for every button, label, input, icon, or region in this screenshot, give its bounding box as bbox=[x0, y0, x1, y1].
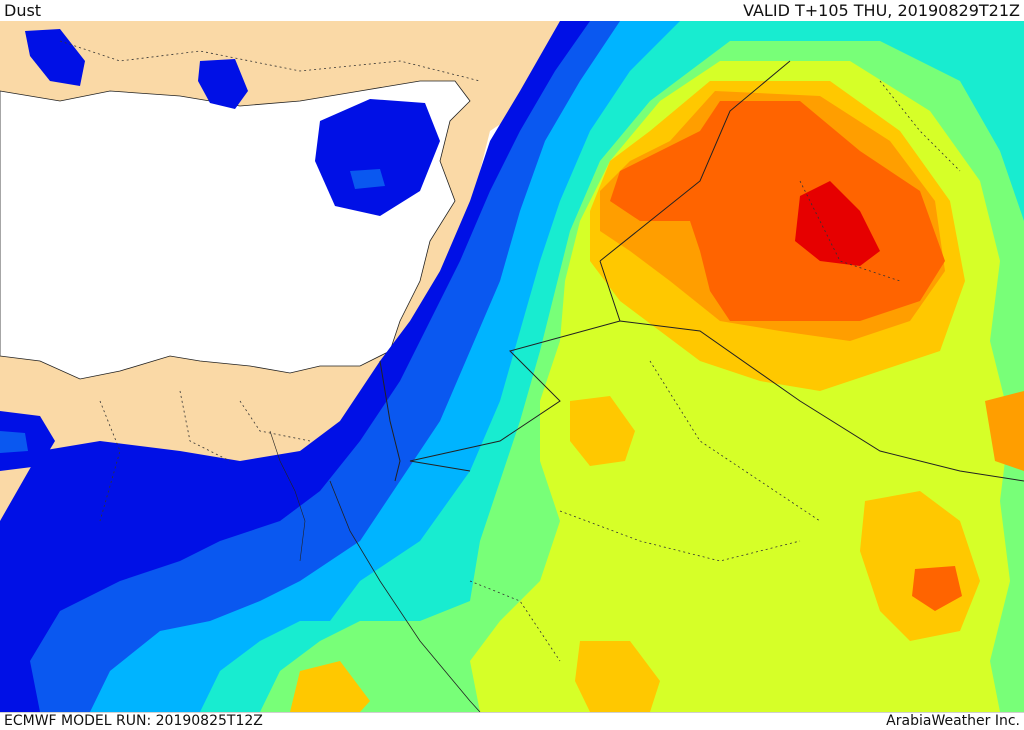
province-borders bbox=[59, 40, 961, 662]
valid-time-label: VALID T+105 THU, 20190829T21Z bbox=[743, 1, 1020, 20]
map-canvas bbox=[0, 21, 1024, 712]
dust-blob-turkey bbox=[198, 59, 248, 109]
dust-patch-jordan bbox=[570, 396, 635, 466]
model-run-label: ECMWF MODEL RUN: 20190825T12Z bbox=[4, 713, 263, 729]
product-title: Dust bbox=[4, 1, 42, 20]
dust-patch-saudi-orange bbox=[912, 566, 962, 611]
dust-blob-cyprus-inner bbox=[350, 169, 385, 189]
title-bar: Dust VALID T+105 THU, 20190829T21Z bbox=[0, 0, 1024, 22]
dust-level-9 bbox=[610, 101, 945, 321]
dust-core-iraq bbox=[795, 181, 880, 266]
dust-forecast-map bbox=[0, 21, 1024, 712]
dust-patch-redsea-yellow bbox=[575, 641, 660, 712]
dust-patch-saudi-yellow bbox=[860, 491, 980, 641]
dust-blob-aegean bbox=[25, 29, 85, 86]
country-borders bbox=[379, 60, 1024, 482]
nile-outline bbox=[269, 430, 306, 562]
credit-label: ArabiaWeather Inc. bbox=[886, 713, 1020, 729]
dust-blob-libya-inner bbox=[0, 431, 28, 453]
dust-blob-cyprus bbox=[315, 99, 440, 216]
dust-blob-libya bbox=[0, 411, 55, 471]
footer-bar: ECMWF MODEL RUN: 20190825T12Z ArabiaWeat… bbox=[0, 712, 1024, 730]
dust-patch-gulf-orange bbox=[985, 391, 1024, 471]
red-sea-coast bbox=[329, 480, 481, 712]
dust-patch-egypt-yellow bbox=[290, 661, 370, 712]
